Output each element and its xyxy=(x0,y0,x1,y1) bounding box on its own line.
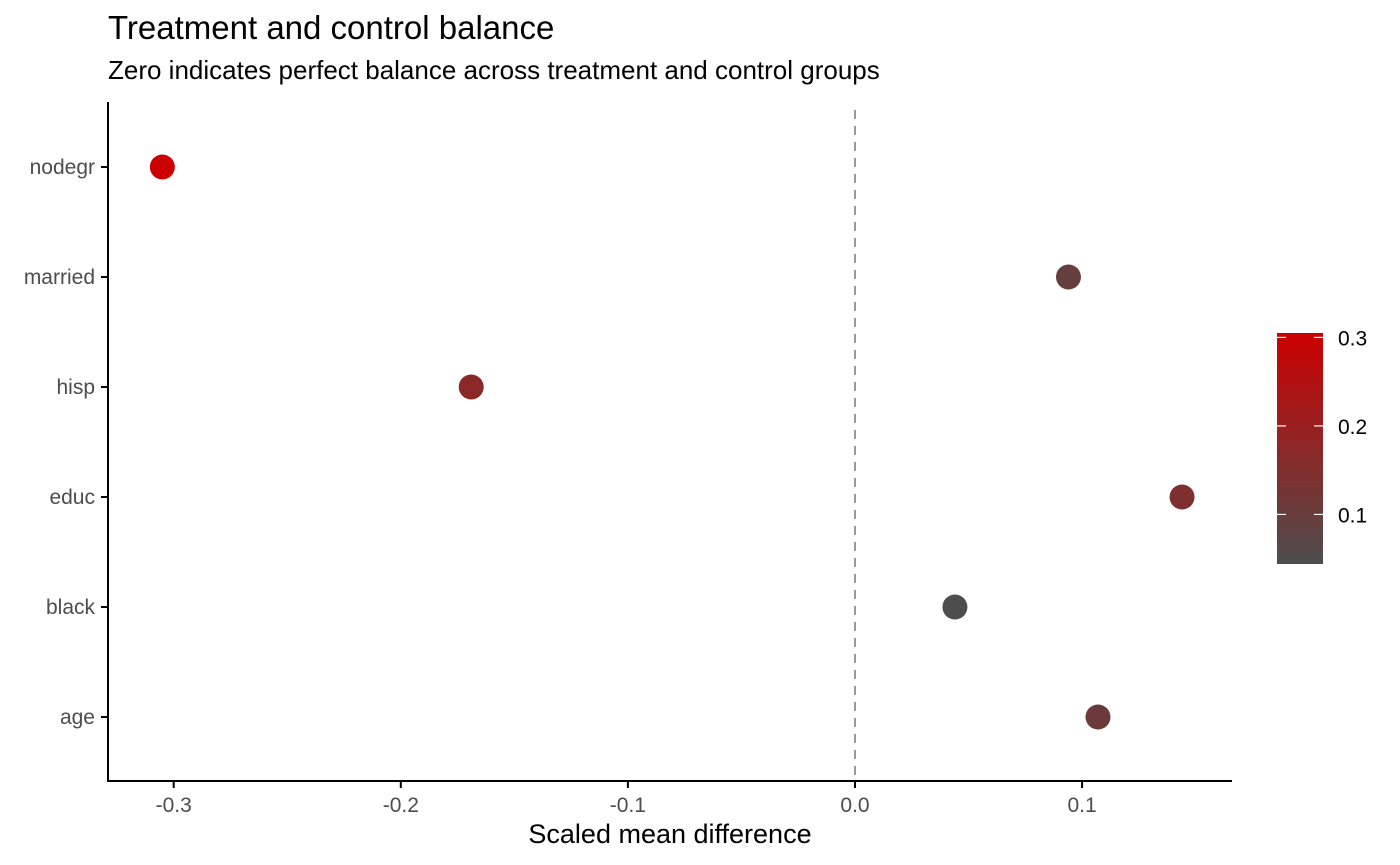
x-tick-label: -0.3 xyxy=(156,794,192,817)
colorbar-label: 0.2 xyxy=(1338,416,1367,439)
colorbar-ticks: 0.1 0.2 0.3 xyxy=(1277,327,1367,527)
x-tick-label: -0.1 xyxy=(610,794,646,817)
x-tick-label: 0.0 xyxy=(840,794,869,817)
point-age xyxy=(1085,704,1111,730)
y-tick-label: married xyxy=(24,266,95,289)
y-tick-label: age xyxy=(60,706,95,729)
point-hisp xyxy=(458,374,484,400)
points-layer xyxy=(149,154,1195,730)
y-tick-label: black xyxy=(46,596,96,619)
y-tick-label: hisp xyxy=(56,376,95,399)
plot-panel xyxy=(149,110,1195,781)
y-tick-label: nodegr xyxy=(30,156,95,179)
chart-subtitle: Zero indicates perfect balance across tr… xyxy=(108,55,880,85)
y-tick-label: educ xyxy=(49,486,95,509)
colorbar-label: 0.1 xyxy=(1338,504,1367,527)
y-axis-ticks: age black educ hisp married nodegr xyxy=(24,156,108,729)
point-educ xyxy=(1169,484,1195,510)
point-married xyxy=(1055,264,1081,290)
colorbar-label: 0.3 xyxy=(1338,327,1367,350)
x-tick-label: -0.2 xyxy=(383,794,419,817)
color-legend: 0.1 0.2 0.3 xyxy=(1277,327,1367,564)
point-black xyxy=(942,594,968,620)
x-tick-label: 0.1 xyxy=(1067,794,1096,817)
point-nodegr xyxy=(149,154,175,180)
x-axis-ticks: -0.3 -0.2 -0.1 0.0 0.1 xyxy=(156,781,1097,817)
chart-title: Treatment and control balance xyxy=(108,9,554,46)
x-axis-title: Scaled mean difference xyxy=(528,819,811,849)
colorbar xyxy=(1277,333,1323,564)
